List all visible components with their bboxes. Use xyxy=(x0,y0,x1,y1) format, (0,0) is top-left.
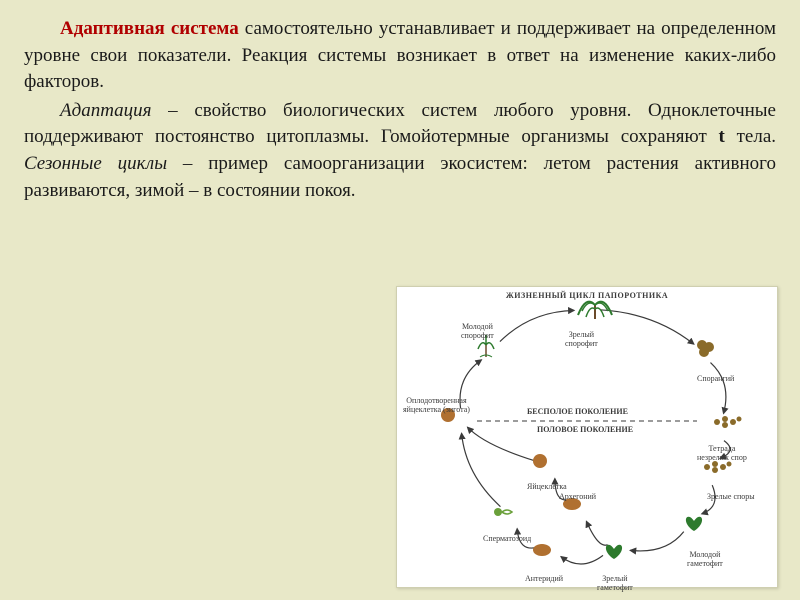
p2-text-b: тела. xyxy=(725,126,776,147)
node-sperm xyxy=(492,505,514,524)
label-egg: Яйцеклетка xyxy=(527,483,567,492)
label-sperm: Сперматозоид xyxy=(483,535,531,544)
node-antheridium xyxy=(532,543,552,562)
paragraph-1: Адаптивная система самостоятельно устана… xyxy=(24,16,776,96)
node-egg xyxy=(532,453,548,474)
paragraph-2: Адаптация – свойство биологических систе… xyxy=(24,98,776,204)
node-young_gameto xyxy=(682,513,706,538)
label-mature_spores: Зрелые споры xyxy=(707,493,755,502)
term-adaptation: Адаптация xyxy=(60,100,152,121)
node-sporangium xyxy=(692,335,718,366)
node-mature_sporophyte xyxy=(572,291,618,326)
asexual-generation-label: БЕСПОЛОЕ ПОКОЛЕНИЕ xyxy=(527,407,628,416)
label-young_gameto: Молодойгаметофит xyxy=(687,551,723,569)
label-zygote: Оплодотвореннаяяйцеклетка (зигота) xyxy=(403,397,470,415)
label-sporangium: Спорангий xyxy=(697,375,734,384)
sexual-generation-label: ПОЛОВОЕ ПОКОЛЕНИЕ xyxy=(537,425,633,434)
slide-text: Адаптивная система самостоятельно устана… xyxy=(0,0,800,204)
node-tetrad xyxy=(712,413,742,436)
fern-lifecycle-diagram: ЖИЗНЕННЫЙ ЦИКЛ ПАПОРОТНИКА БЕСПОЛОЕ ПОКО… xyxy=(396,286,778,588)
label-mature_sporophyte: Зрелыйспорофит xyxy=(565,331,598,349)
label-mature_gameto: Зрелыйгаметофит xyxy=(597,575,633,593)
term-seasonal-cycles: Сезонные циклы xyxy=(24,153,167,174)
term-adaptive-system: Адаптивная система xyxy=(60,18,239,39)
label-archegonium: Архегоний xyxy=(559,493,596,502)
label-antheridium: Антеридий xyxy=(525,575,563,584)
node-mature_gameto xyxy=(602,541,626,566)
node-mature_spores xyxy=(702,458,732,481)
label-young_sporophyte: Молодойспорофит xyxy=(461,323,494,341)
